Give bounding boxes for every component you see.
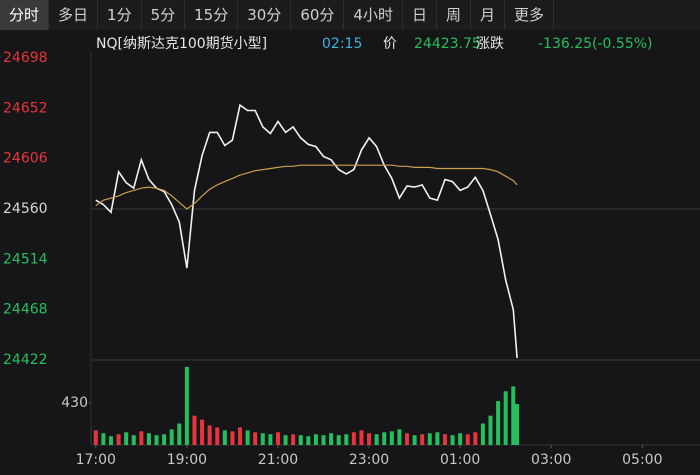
volume-bar [283, 435, 288, 445]
volume-bar [177, 423, 182, 445]
volume-bar [215, 427, 220, 445]
y-tick-label: 24422 [3, 352, 48, 368]
volume-bar [382, 432, 387, 445]
volume-bar [480, 423, 485, 445]
volume-bar [260, 433, 265, 445]
volume-bar [329, 433, 334, 445]
volume-bar [427, 433, 432, 445]
volume-bar [389, 431, 394, 445]
volume-bar [515, 403, 520, 445]
volume-bar [245, 430, 250, 445]
tab[interactable]: 1分 [98, 0, 142, 30]
volume-bar [291, 434, 296, 445]
volume-bar [313, 434, 318, 445]
volume-bar [442, 434, 447, 445]
price-line [95, 164, 518, 210]
volume-bar [139, 431, 144, 445]
x-tick-label: 19:00 [167, 452, 207, 468]
volume-bar [268, 434, 273, 445]
volume-bar [450, 435, 455, 445]
volume-bar [200, 419, 205, 445]
volume-bar [397, 429, 402, 445]
volume-bar [298, 435, 303, 445]
y-tick-label: 24514 [3, 251, 48, 267]
tab[interactable]: 更多 [505, 0, 555, 30]
volume-bar [359, 430, 364, 445]
volume-bar [473, 432, 478, 445]
tab[interactable]: 15分 [185, 0, 239, 30]
quote-time: 02:15 [322, 36, 362, 52]
volume-bar [131, 435, 136, 445]
volume-bar [511, 386, 516, 445]
volume-bar [496, 401, 501, 445]
tab-bar: 分时 多日 1分 5分 15分 30分 60分 4小时日周月更多 [0, 0, 700, 30]
volume-bar [238, 427, 243, 445]
y-tick-label: 24468 [3, 302, 48, 318]
background [0, 30, 700, 475]
y-tick-label: 24560 [3, 201, 48, 217]
volume-bar [192, 415, 197, 445]
price-line [95, 103, 518, 359]
y-tick-label: 24606 [3, 151, 48, 167]
chart: NQ[纳斯达克100期货小型] 02:15 价 24423.75 涨跌 -136… [0, 30, 700, 475]
tab[interactable]: 5分 [142, 0, 186, 30]
volume-bar [146, 433, 151, 445]
volume-bar [101, 433, 106, 445]
tab[interactable]: 周 [437, 0, 471, 30]
volume-bar [207, 425, 212, 445]
volume-bar [367, 433, 372, 445]
y-tick-label: 24652 [3, 100, 48, 116]
volume-bar [154, 435, 159, 445]
price: 24423.75 [414, 36, 481, 52]
symbol: NQ[纳斯达克100期货小型] [96, 35, 267, 52]
volume-bar [458, 433, 463, 445]
tab[interactable]: 60分 [291, 0, 345, 30]
volume-bar [374, 434, 379, 445]
volume-bar [253, 432, 258, 445]
x-tick-label: 21:00 [258, 452, 298, 468]
volume-bar [169, 429, 174, 445]
x-tick-label: 23:00 [349, 452, 389, 468]
volume-bar [321, 435, 326, 445]
x-tick-label: 03:00 [531, 452, 571, 468]
tab[interactable]: 4小时 [344, 0, 403, 30]
tab[interactable]: 多日 [49, 0, 99, 30]
change-label: 涨跌 [476, 36, 504, 52]
volume-bar [488, 415, 493, 445]
volume-bar [222, 430, 227, 445]
volume-bar [435, 432, 440, 445]
y2-tick-label: 430 [61, 395, 88, 411]
volume-bar [351, 432, 356, 445]
volume-bar [336, 435, 341, 445]
x-tick-label: 17:00 [76, 452, 116, 468]
x-tick-label: 05:00 [622, 452, 662, 468]
y-tick-label: 24698 [3, 50, 48, 66]
volume-bar [344, 434, 349, 445]
change: -136.25(-0.55%) [538, 36, 653, 52]
volume-bar [230, 431, 235, 445]
volume-bar [503, 391, 508, 445]
volume-bar [93, 430, 98, 445]
volume-bar [405, 433, 410, 445]
tab[interactable]: 日 [403, 0, 437, 30]
volume-bar [420, 434, 425, 445]
x-tick-label: 01:00 [440, 452, 480, 468]
volume-bar [108, 436, 113, 445]
price-label: 价 [383, 36, 397, 52]
volume-bar [306, 436, 311, 445]
tab[interactable]: 分时 [0, 0, 50, 30]
tab[interactable]: 30分 [238, 0, 292, 30]
volume-bar [412, 435, 417, 445]
tab[interactable]: 月 [471, 0, 505, 30]
volume-bar [124, 432, 129, 445]
volume-bar [275, 432, 280, 445]
volume-bar [465, 434, 470, 445]
volume-bar [162, 434, 167, 445]
volume-bar [184, 366, 189, 445]
volume-bar [116, 434, 121, 445]
